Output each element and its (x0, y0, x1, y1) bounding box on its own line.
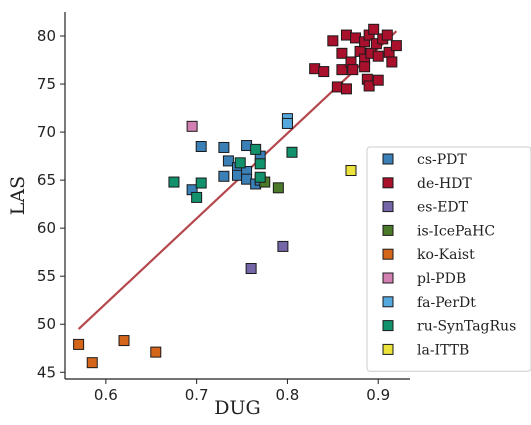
data-point-de-hdt (368, 23, 380, 35)
legend-marker (382, 320, 394, 332)
data-point-ru-syntagrus (254, 171, 266, 183)
data-point-is-icepahc (272, 182, 284, 194)
legend-frame (366, 146, 531, 372)
data-point-de-hdt (381, 29, 393, 41)
y-tick-label: 60 (37, 219, 56, 237)
legend-label: de-HDT (417, 176, 472, 192)
legend-marker (382, 343, 394, 355)
data-point-la-ittb (345, 165, 357, 177)
data-point-de-hdt (331, 81, 343, 93)
data-point-es-edt (245, 263, 257, 275)
y-tick-label: 65 (37, 171, 56, 189)
data-point-de-hdt (318, 66, 330, 78)
data-point-cs-pdt (222, 155, 234, 167)
y-tick-label: 75 (37, 75, 56, 93)
axes-layer: 0.6 0.7 0.8 0.9 45 50 55 60 65 70 75 80 DUG LAS (7, 12, 410, 419)
legend-label: cs-PDT (417, 152, 467, 168)
y-tick-label: 50 (37, 315, 56, 333)
data-point-ru-syntagrus (286, 146, 298, 158)
data-point-es-edt (277, 240, 289, 252)
x-axis-title: DUG (214, 397, 260, 419)
legend-label: pl-PDB (417, 271, 466, 287)
data-point-cs-pdt (241, 140, 253, 152)
data-point-ru-syntagrus (191, 191, 203, 203)
legend-label: ru-SynTagRus (417, 319, 516, 335)
data-point-cs-pdt (195, 141, 207, 153)
data-point-cs-pdt (218, 170, 230, 182)
x-tick-label: 0.8 (276, 386, 300, 404)
data-point-fa-perdt (281, 117, 293, 129)
legend-marker (382, 201, 394, 213)
data-point-ko-kaist (73, 338, 85, 350)
data-point-de-hdt (363, 80, 375, 92)
data-point-cs-pdt (241, 173, 253, 185)
legend-label: is-IcePaHC (417, 223, 495, 239)
legend-marker (382, 296, 394, 308)
data-point-de-hdt (327, 35, 339, 47)
data-point-de-hdt (336, 64, 348, 76)
x-tick-label: 0.7 (185, 386, 209, 404)
data-point-de-hdt (347, 64, 359, 76)
data-point-ko-kaist (118, 335, 130, 347)
data-point-de-hdt (372, 50, 384, 62)
legend-label: es-EDT (417, 200, 469, 216)
points-layer (73, 23, 402, 369)
data-point-pl-pdb (186, 120, 198, 132)
x-tick-label: 0.9 (366, 386, 390, 404)
data-point-cs-pdt (232, 169, 243, 181)
legend: cs-PDT de-HDT es-EDT is-IcePaHC ko-Kaist pl-P… (366, 146, 531, 372)
data-point-cs-pdt (218, 141, 230, 153)
y-axis-title: LAS (7, 176, 29, 215)
data-point-de-hdt (340, 29, 352, 41)
legend-marker (382, 272, 394, 284)
data-point-de-hdt (336, 47, 348, 59)
legend-label: ko-Kaist (417, 247, 475, 263)
data-point-ko-kaist (150, 346, 162, 358)
legend-marker (382, 224, 394, 236)
y-tick-label: 55 (37, 267, 56, 285)
data-point-de-hdt (340, 83, 352, 95)
data-point-de-hdt (309, 63, 321, 75)
x-tick-label: 0.6 (94, 386, 118, 404)
legend-marker (382, 153, 394, 165)
data-point-ru-syntagrus (254, 158, 266, 170)
data-point-ru-syntagrus (195, 177, 207, 189)
data-point-ru-syntagrus (250, 143, 262, 155)
data-point-de-hdt (359, 61, 371, 73)
data-point-ko-kaist (86, 357, 98, 369)
y-tick-label: 45 (37, 363, 56, 381)
legend-marker (382, 177, 394, 189)
data-point-de-hdt (390, 40, 402, 52)
data-point-de-hdt (350, 32, 362, 44)
data-point-de-hdt (386, 56, 398, 68)
y-tick-label: 70 (37, 123, 56, 141)
y-tick-label: 80 (37, 27, 56, 45)
data-point-ru-syntagrus (234, 157, 246, 169)
legend-label: la-ITTB (417, 342, 469, 358)
data-point-de-hdt (372, 74, 384, 86)
data-point-ru-syntagrus (168, 176, 180, 188)
legend-label: fa-PerDt (417, 295, 476, 311)
legend-marker (382, 248, 394, 260)
